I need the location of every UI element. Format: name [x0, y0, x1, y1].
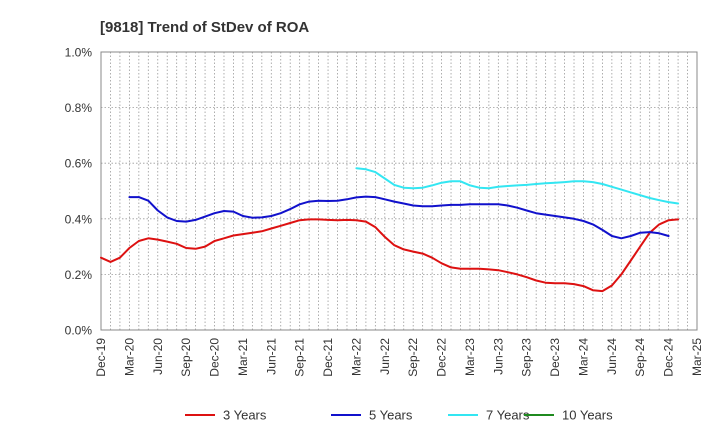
x-tick-label: Sep-23	[520, 338, 534, 377]
x-tick-label: Dec-24	[662, 338, 676, 377]
x-tick-label: Dec-20	[208, 338, 222, 377]
x-tick-label: Mar-23	[463, 338, 477, 376]
x-tick-label: Dec-22	[435, 338, 449, 377]
y-tick-label: 0.6%	[65, 157, 93, 171]
x-tick-label: Sep-22	[406, 338, 420, 377]
legend-label-5-years: 5 Years	[369, 408, 413, 423]
x-tick-label: Jun-21	[264, 338, 278, 375]
x-tick-label: Mar-20	[122, 338, 136, 376]
legend-label-3-years: 3 Years	[223, 408, 267, 423]
axes: 0.0% 0.2% 0.4% 0.6% 0.8% 1.0% Dec-19 Mar-20 Jun-…	[65, 46, 704, 377]
y-tick-label: 0.8%	[65, 101, 93, 115]
x-tick-label: Dec-23	[548, 338, 562, 377]
x-tick-label: Dec-19	[94, 338, 108, 377]
y-tick-label: 0.0%	[65, 324, 93, 338]
grid	[100, 51, 698, 331]
series-line-5-years	[128, 195, 670, 240]
x-tick-label: Jun-23	[491, 338, 505, 375]
x-tick-label: Sep-24	[633, 338, 647, 377]
legend-label-10-years: 10 Years	[562, 408, 613, 423]
x-tick-label: Dec-21	[321, 338, 335, 377]
y-tick-label: 1.0%	[65, 46, 93, 60]
x-tick-label: Mar-22	[349, 338, 363, 376]
y-tick-label: 0.4%	[65, 212, 93, 226]
y-tick-label: 0.2%	[65, 268, 93, 282]
series-lines	[100, 167, 680, 293]
x-tick-label: Mar-21	[236, 338, 250, 376]
x-tick-label: Mar-24	[576, 338, 590, 376]
plot-frame	[100, 51, 698, 331]
x-tick-label: Jun-22	[378, 338, 392, 375]
legend-label-7-years: 7 Years	[486, 408, 530, 423]
x-tick-label: Sep-20	[179, 338, 193, 377]
series-line-7-years	[355, 167, 680, 205]
x-tick-label: Mar-25	[690, 338, 704, 376]
x-tick-label: Sep-21	[293, 338, 307, 377]
chart-title: [9818] Trend of StDev of ROA	[100, 19, 309, 36]
x-tick-label: Jun-20	[151, 338, 165, 375]
series-line-3-years	[100, 218, 680, 293]
legend: 3 Years 5 Years 7 Years 10 Years	[185, 408, 613, 423]
x-tick-label: Jun-24	[605, 338, 619, 375]
